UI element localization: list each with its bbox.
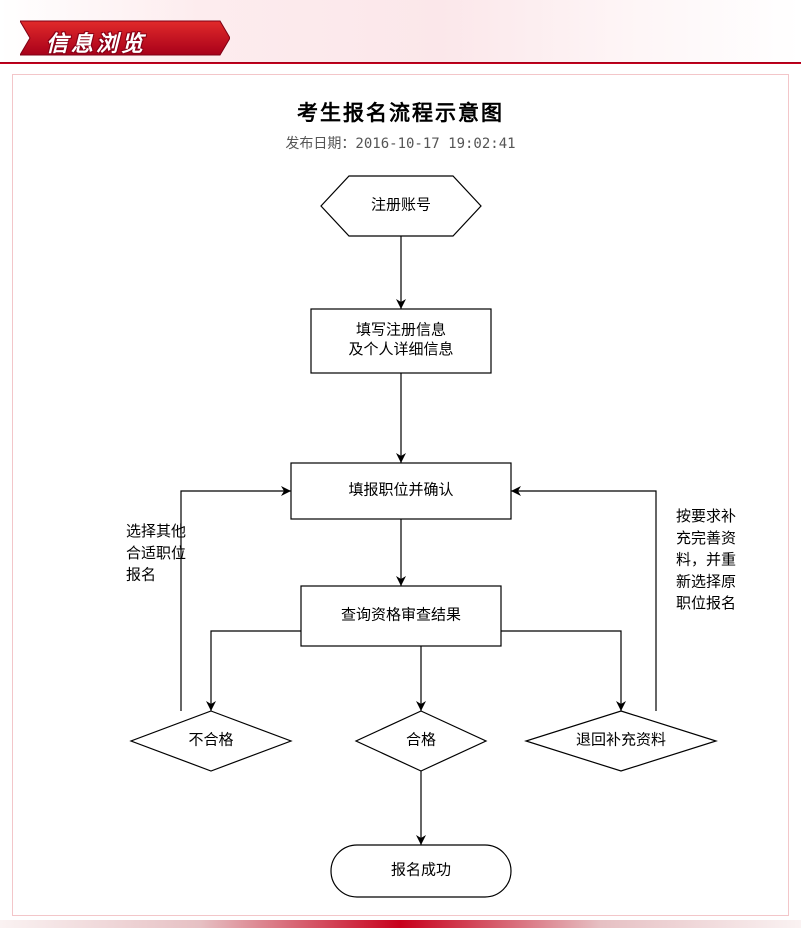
content-panel: 考生报名流程示意图 发布日期：2016-10-17 19:02:41 注册账号填… <box>12 74 789 916</box>
side-label-1: 充完善资 <box>676 530 736 547</box>
node-selectjob-label: 填报职位并确认 <box>348 481 453 498</box>
edge-queryres-returnmat <box>501 631 621 711</box>
side-label-1: 按要求补 <box>676 508 736 525</box>
node-fillinfo-label: 填写注册信息 <box>355 322 445 339</box>
edge-queryres-fail <box>211 631 301 711</box>
node-register-label: 注册账号 <box>370 196 430 213</box>
header-banner: 信息浏览 <box>0 0 801 64</box>
side-label-0: 选择其他 <box>126 523 186 540</box>
node-success-label: 报名成功 <box>390 861 450 878</box>
node-fillinfo-label: 及个人详细信息 <box>348 341 453 358</box>
node-fillinfo <box>311 309 491 373</box>
footer-gradient-bar <box>0 920 801 928</box>
side-label-1: 料，并重 <box>676 552 736 569</box>
edge-returnmat-selectjob <box>511 491 656 711</box>
node-pass-label: 合格 <box>405 731 435 748</box>
publish-date-value: 2016-10-17 19:02:41 <box>355 136 515 152</box>
header-title: 信息浏览 <box>46 26 146 58</box>
page-root: 信息浏览 考生报名流程示意图 发布日期：2016-10-17 19:02:41 … <box>0 0 801 928</box>
node-queryres-label: 查询资格审查结果 <box>340 606 460 623</box>
publish-date: 发布日期：2016-10-17 19:02:41 <box>13 133 788 153</box>
edge-fail-selectjob <box>181 491 291 711</box>
side-label-1: 职位报名 <box>676 595 736 612</box>
page-title: 考生报名流程示意图 <box>13 97 788 127</box>
side-label-0: 报名 <box>126 567 156 584</box>
side-label-0: 合适职位 <box>126 545 186 562</box>
node-returnmat-label: 退回补充资料 <box>575 731 665 748</box>
publish-date-label: 发布日期： <box>285 136 355 152</box>
flowchart-svg: 注册账号填写注册信息及个人详细信息填报职位并确认查询资格审查结果不合格 合格 退回补… <box>51 161 751 901</box>
flowchart-container: 注册账号填写注册信息及个人详细信息填报职位并确认查询资格审查结果不合格 合格 退回补… <box>13 161 788 901</box>
node-fail-label: 不合格 <box>188 731 233 748</box>
side-label-1: 新选择原 <box>676 573 736 590</box>
